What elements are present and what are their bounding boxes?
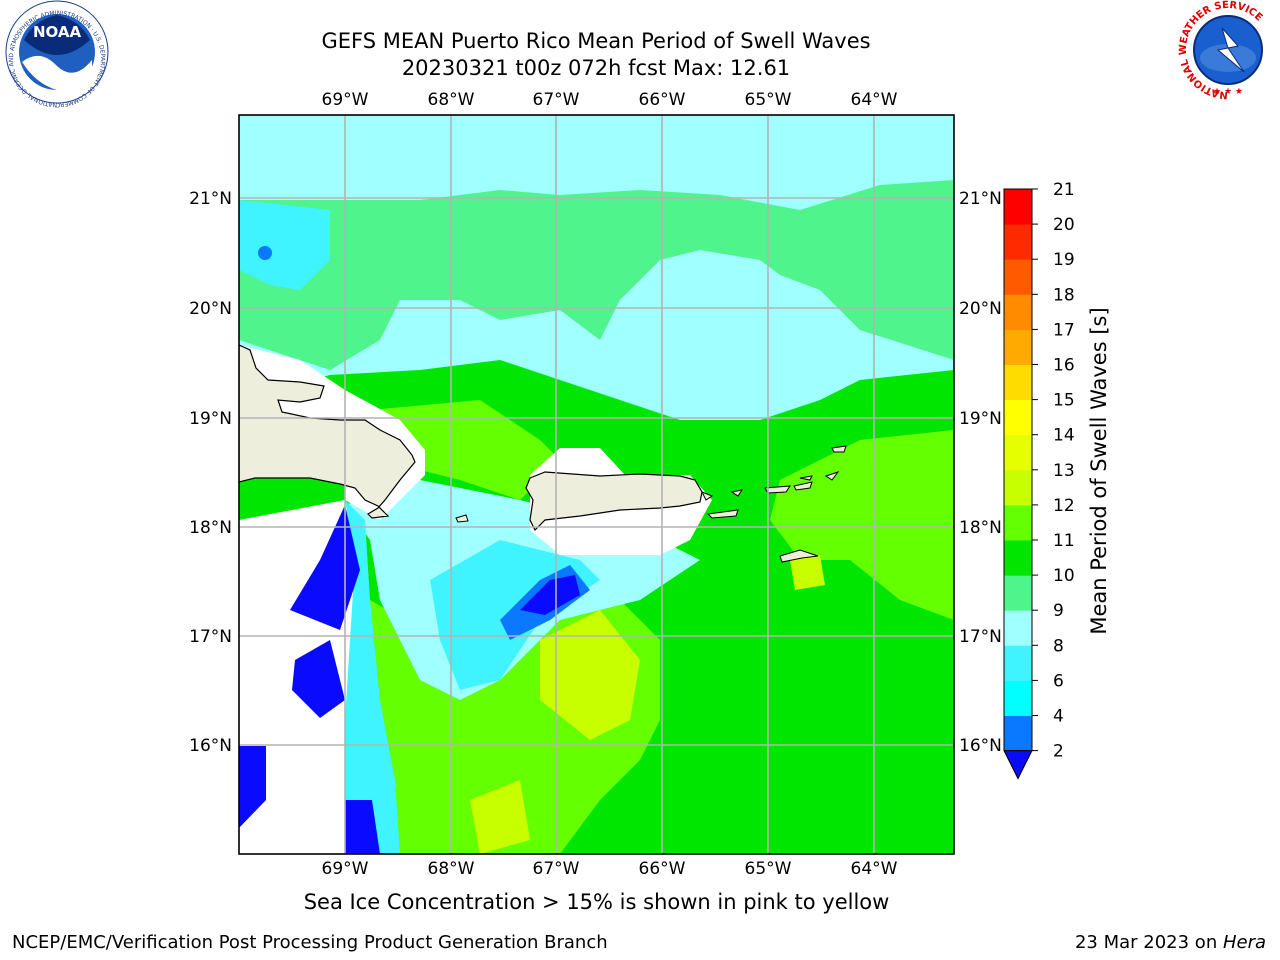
colorbar-tick-label: 9 [1053, 601, 1064, 621]
footer-credit: NCEP/EMC/Verification Post Processing Pr… [12, 932, 608, 953]
footer-host: Hera [1222, 932, 1266, 953]
lon-label: 66°W [639, 90, 686, 110]
colorbar-segment [1004, 399, 1032, 436]
noaa-logo: NOAA NATIONAL OCEANIC AND ATMOSPHERIC AD… [0, 0, 109, 108]
colorbar-segment [1004, 680, 1032, 716]
lat-label: 21°N [959, 189, 1002, 209]
lon-label: 67°W [533, 859, 580, 879]
colorbar-segment [1004, 294, 1032, 330]
colorbar-segment [1004, 504, 1032, 541]
lon-label: 64°W [851, 90, 898, 110]
colorbar-tick-label: 8 [1053, 636, 1064, 656]
colorbar-segment [1004, 715, 1032, 752]
colorbar-tick-label: 10 [1053, 566, 1075, 586]
colorbar-tick-label: 6 [1053, 671, 1064, 691]
lat-label: 21°N [189, 189, 232, 209]
lat-label: 20°N [189, 299, 232, 319]
colorbar: 2 4 6 8 9 10 11 12 13 14 15 16 17 18 19 20 21 [1003, 180, 1075, 780]
colorbar-segment [1004, 189, 1032, 225]
lon-label: 64°W [851, 859, 898, 879]
lat-label: 18°N [189, 518, 232, 538]
colorbar-segment [1004, 364, 1032, 401]
map-frame [238, 114, 955, 855]
swell-period-map [239, 115, 954, 854]
colorbar-extend-arrow [1003, 750, 1033, 780]
footer-date-text: 23 Mar 2023 on [1074, 932, 1223, 953]
lon-label: 68°W [428, 90, 475, 110]
lon-label: 67°W [533, 90, 580, 110]
map-subtitle: 20230321 t00z 072h fcst Max: 12.61 [401, 56, 791, 80]
lon-label: 69°W [322, 90, 369, 110]
lon-label: 66°W [639, 859, 686, 879]
colorbar-tick-label: 16 [1053, 356, 1075, 376]
colorbar-segment [1004, 540, 1032, 576]
colorbar-label: Mean Period of Swell Waves [s] [1087, 307, 1111, 634]
map-title: GEFS MEAN Puerto Rico Mean Period of Swe… [321, 29, 871, 53]
colorbar-segment [1004, 224, 1032, 260]
lon-label: 68°W [428, 859, 475, 879]
lat-labels-left: 21°N 20°N 19°N 18°N 17°N 16°N [189, 189, 232, 756]
colorbar-tick-label: 14 [1053, 426, 1075, 446]
lat-label: 20°N [959, 299, 1002, 319]
lat-label: 16°N [189, 736, 232, 756]
colorbar-segment [1004, 610, 1032, 646]
colorbar-tick-label: 4 [1053, 707, 1064, 727]
lat-label: 17°N [959, 627, 1002, 647]
noaa-logo-text: NOAA [33, 23, 82, 41]
lat-label: 19°N [959, 409, 1002, 429]
colorbar-tick-label: 19 [1053, 250, 1075, 270]
colorbar-tick-label: 12 [1053, 496, 1075, 516]
footer-date: 23 Mar 2023 on Hera [1075, 932, 1266, 953]
colorbar-segment [1004, 434, 1032, 471]
colorbar-tick-label: 15 [1053, 391, 1075, 411]
colorbar-tick-label: 17 [1053, 320, 1075, 340]
sea-ice-caption: Sea Ice Concentration > 15% is shown in … [303, 890, 890, 914]
colorbar-tick-label: 11 [1053, 531, 1075, 551]
lon-label: 69°W [322, 859, 369, 879]
colorbar-tick-label: 13 [1053, 461, 1075, 481]
colorbar-segment [1004, 329, 1032, 365]
colorbar-tick-label: 21 [1053, 180, 1075, 200]
lon-labels-top: 69°W 68°W 67°W 66°W 65°W 64°W [322, 90, 898, 110]
colorbar-segment [1004, 469, 1032, 506]
colorbar-segment [1004, 259, 1032, 295]
nws-logo: NATIONAL WEATHER SERVICE ★ ★ ★ [1178, 0, 1278, 100]
lon-label: 65°W [745, 90, 792, 110]
colorbar-segment [1004, 645, 1032, 681]
lat-labels-right: 21°N 20°N 19°N 18°N 17°N 16°N [959, 189, 1002, 756]
lat-label: 18°N [959, 518, 1002, 538]
lon-label: 65°W [745, 859, 792, 879]
lat-label: 17°N [189, 627, 232, 647]
map-gridlines [239, 115, 954, 854]
lat-label: 19°N [189, 409, 232, 429]
lat-label: 16°N [959, 736, 1002, 756]
colorbar-segment [1004, 575, 1032, 611]
colorbar-tick-label: 20 [1053, 215, 1075, 235]
colorbar-tick-label: 2 [1053, 742, 1064, 762]
colorbar-tick-label: 18 [1053, 285, 1075, 305]
svg-text:★ ★ ★: ★ ★ ★ [1213, 87, 1243, 97]
lon-labels-bottom: 69°W 68°W 67°W 66°W 65°W 64°W [322, 859, 898, 879]
